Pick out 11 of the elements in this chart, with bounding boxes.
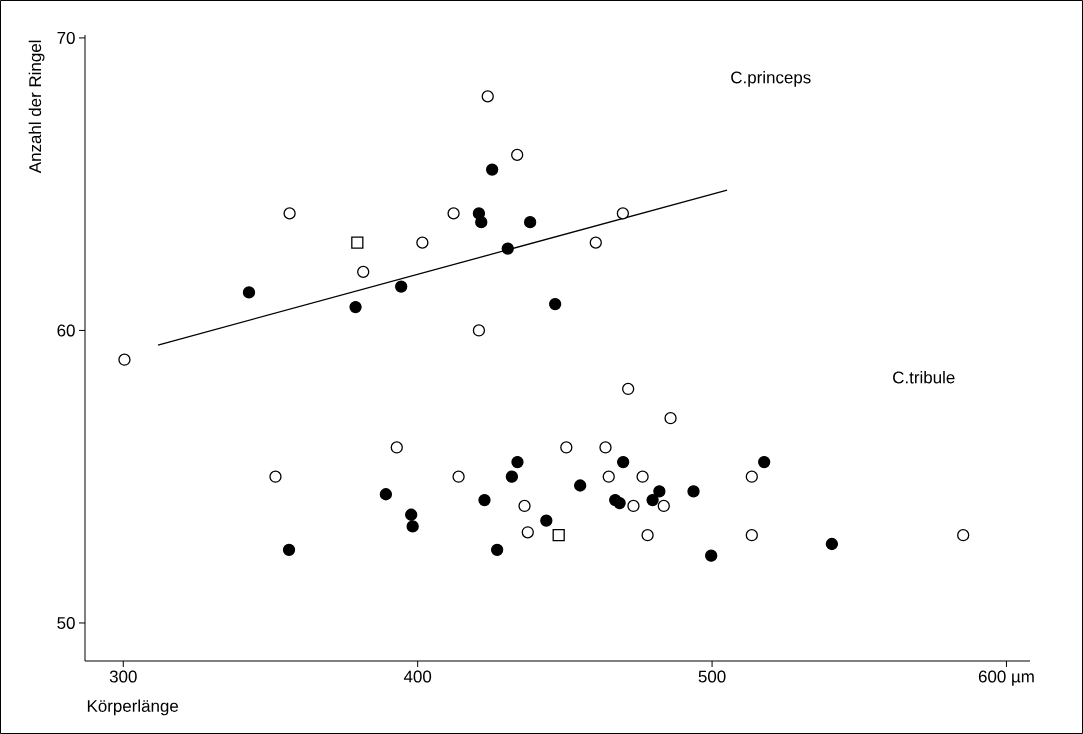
annotation: C.princeps: [731, 70, 811, 87]
x-tick-label: 600 µm: [978, 670, 1034, 686]
y-axis-title: Anzahl der Ringel: [28, 40, 45, 174]
x-tick-label: 300: [109, 670, 137, 683]
x-axis-title: Körperlänge: [87, 699, 179, 716]
x-tick-label: 500: [698, 670, 726, 683]
y-tick-label: 50: [57, 616, 75, 629]
x-tick-label: 400: [403, 670, 432, 683]
y-tick-label: 60: [57, 324, 75, 337]
y-tick-label: 70: [57, 31, 75, 44]
annotation: C.tribule: [893, 371, 955, 384]
